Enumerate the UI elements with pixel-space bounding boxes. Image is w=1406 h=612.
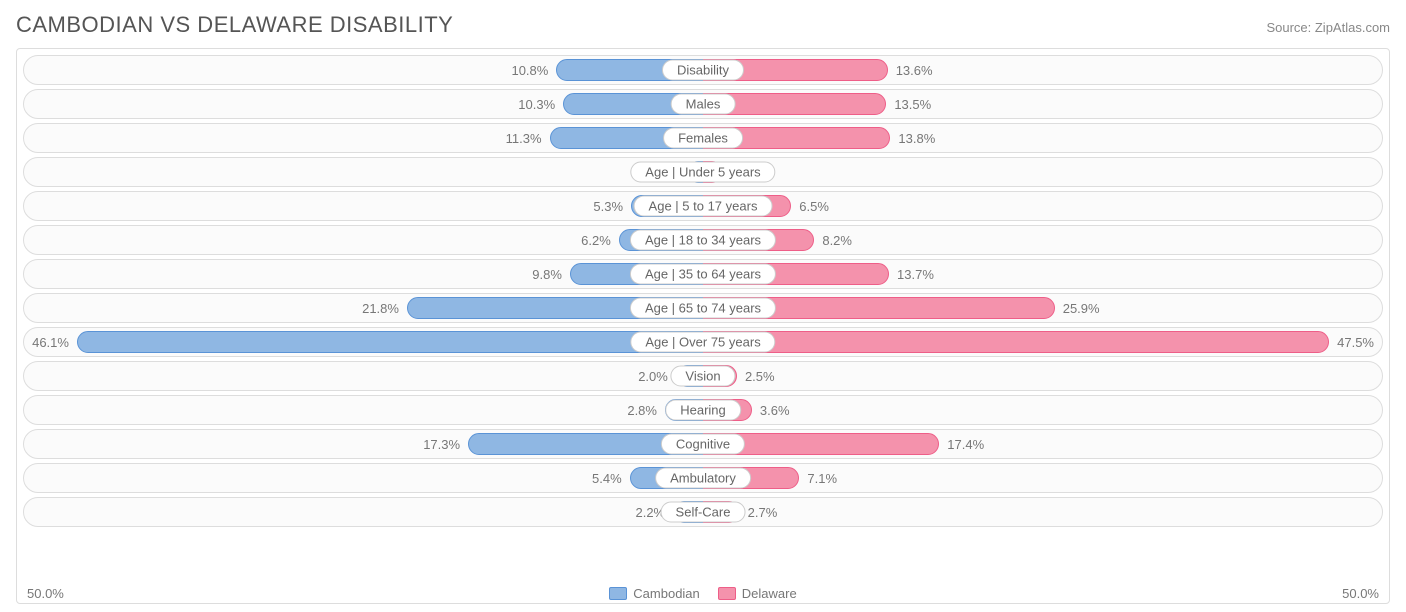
category-label: Age | 18 to 34 years bbox=[630, 230, 776, 251]
chart-footer: 50.0% Cambodian Delaware 50.0% bbox=[23, 582, 1383, 601]
category-label: Age | 5 to 17 years bbox=[634, 196, 773, 217]
right-value: 25.9% bbox=[1055, 301, 1108, 316]
right-bar-wrap: 2.7% bbox=[703, 501, 1382, 523]
legend-right: Delaware bbox=[718, 586, 797, 601]
category-label: Age | 35 to 64 years bbox=[630, 264, 776, 285]
right-bar bbox=[703, 331, 1329, 353]
left-value: 9.8% bbox=[524, 267, 570, 282]
left-bar-wrap: 2.2% bbox=[24, 501, 703, 523]
chart-row: 2.2% 2.7%Self-Care bbox=[23, 497, 1383, 527]
right-bar-wrap: 8.2% bbox=[703, 229, 1382, 251]
right-value: 8.2% bbox=[814, 233, 860, 248]
category-label: Males bbox=[671, 94, 736, 115]
right-bar-wrap: 25.9% bbox=[703, 297, 1382, 319]
category-label: Vision bbox=[670, 366, 735, 387]
left-bar-wrap: 21.8% bbox=[24, 297, 703, 319]
right-value: 2.7% bbox=[740, 505, 786, 520]
left-value: 46.1% bbox=[24, 335, 77, 350]
left-bar-wrap: 17.3% bbox=[24, 433, 703, 455]
chart-row: 17.3% 17.4% Cognitive bbox=[23, 429, 1383, 459]
right-bar-wrap: 17.4% bbox=[703, 433, 1382, 455]
right-bar-wrap: 47.5% bbox=[703, 331, 1382, 353]
right-bar-wrap: 2.5% bbox=[703, 365, 1382, 387]
right-bar-wrap: 13.6% bbox=[703, 59, 1382, 81]
legend-right-label: Delaware bbox=[742, 586, 797, 601]
right-value: 17.4% bbox=[939, 437, 992, 452]
chart-row: 10.8% 13.6% Disability bbox=[23, 55, 1383, 85]
right-value: 13.8% bbox=[890, 131, 943, 146]
chart-title: CAMBODIAN VS DELAWARE DISABILITY bbox=[16, 12, 453, 38]
category-label: Cognitive bbox=[661, 434, 745, 455]
axis-max-left: 50.0% bbox=[27, 586, 64, 601]
right-bar-wrap: 6.5% bbox=[703, 195, 1382, 217]
chart-row: 9.8% 13.7% Age | 35 to 64 years bbox=[23, 259, 1383, 289]
legend: Cambodian Delaware bbox=[64, 586, 1342, 601]
header: CAMBODIAN VS DELAWARE DISABILITY Source:… bbox=[16, 12, 1390, 38]
chart-row: 46.1% 47.5% Age | Over 75 years bbox=[23, 327, 1383, 357]
category-label: Ambulatory bbox=[655, 468, 751, 489]
right-value: 13.7% bbox=[889, 267, 942, 282]
right-bar-wrap: 13.5% bbox=[703, 93, 1382, 115]
left-value: 5.3% bbox=[585, 199, 631, 214]
left-bar-wrap: 10.3% bbox=[24, 93, 703, 115]
right-value: 3.6% bbox=[752, 403, 798, 418]
right-bar-wrap: 1.5% bbox=[703, 161, 1382, 183]
left-bar-wrap: 46.1% bbox=[24, 331, 703, 353]
butterfly-chart: 10.8% 13.6% Disability 10.3% 13.5% Males 11.3%… bbox=[16, 48, 1390, 604]
left-bar-wrap: 10.8% bbox=[24, 59, 703, 81]
left-value: 17.3% bbox=[415, 437, 468, 452]
left-bar-wrap: 2.8% bbox=[24, 399, 703, 421]
left-value: 10.3% bbox=[510, 97, 563, 112]
chart-row: 6.2% 8.2% Age | 18 to 34 years bbox=[23, 225, 1383, 255]
left-bar bbox=[77, 331, 703, 353]
left-bar-wrap: 5.3% bbox=[24, 195, 703, 217]
right-value: 2.5% bbox=[737, 369, 783, 384]
chart-row: 11.3% 13.8% Females bbox=[23, 123, 1383, 153]
left-bar-wrap: 6.2% bbox=[24, 229, 703, 251]
right-value: 6.5% bbox=[791, 199, 837, 214]
axis-max-right: 50.0% bbox=[1342, 586, 1379, 601]
category-label: Age | 65 to 74 years bbox=[630, 298, 776, 319]
left-bar-wrap: 2.0% bbox=[24, 365, 703, 387]
category-label: Females bbox=[663, 128, 743, 149]
left-value: 5.4% bbox=[584, 471, 630, 486]
left-bar-wrap: 11.3% bbox=[24, 127, 703, 149]
left-value: 10.8% bbox=[503, 63, 556, 78]
legend-right-swatch bbox=[718, 587, 736, 600]
left-bar-wrap: 5.4% bbox=[24, 467, 703, 489]
left-value: 2.8% bbox=[619, 403, 665, 418]
legend-left-label: Cambodian bbox=[633, 586, 700, 601]
right-value: 13.6% bbox=[888, 63, 941, 78]
source-label: Source: ZipAtlas.com bbox=[1266, 20, 1390, 35]
right-value: 47.5% bbox=[1329, 335, 1382, 350]
legend-left-swatch bbox=[609, 587, 627, 600]
legend-left: Cambodian bbox=[609, 586, 700, 601]
left-value: 6.2% bbox=[573, 233, 619, 248]
category-label: Age | Under 5 years bbox=[630, 162, 775, 183]
category-label: Disability bbox=[662, 60, 744, 81]
left-value: 21.8% bbox=[354, 301, 407, 316]
chart-row: 5.4% 7.1% Ambulatory bbox=[23, 463, 1383, 493]
left-value: 11.3% bbox=[498, 131, 550, 146]
category-label: Self-Care bbox=[661, 502, 746, 523]
chart-row: 1.2%1.5%Age | Under 5 years bbox=[23, 157, 1383, 187]
chart-row: 10.3% 13.5% Males bbox=[23, 89, 1383, 119]
left-value: 2.0% bbox=[630, 369, 676, 384]
chart-row: 2.0% 2.5%Vision bbox=[23, 361, 1383, 391]
chart-row: 5.3% 6.5% Age | 5 to 17 years bbox=[23, 191, 1383, 221]
right-bar-wrap: 13.7% bbox=[703, 263, 1382, 285]
category-label: Hearing bbox=[665, 400, 741, 421]
chart-row: 21.8% 25.9% Age | 65 to 74 years bbox=[23, 293, 1383, 323]
right-value: 7.1% bbox=[799, 471, 845, 486]
chart-rows: 10.8% 13.6% Disability 10.3% 13.5% Males 11.3%… bbox=[23, 55, 1383, 582]
left-bar-wrap: 1.2% bbox=[24, 161, 703, 183]
category-label: Age | Over 75 years bbox=[630, 332, 775, 353]
right-bar-wrap: 7.1% bbox=[703, 467, 1382, 489]
right-bar-wrap: 3.6% bbox=[703, 399, 1382, 421]
right-value: 13.5% bbox=[886, 97, 939, 112]
chart-row: 2.8% 3.6% Hearing bbox=[23, 395, 1383, 425]
left-bar-wrap: 9.8% bbox=[24, 263, 703, 285]
right-bar-wrap: 13.8% bbox=[703, 127, 1382, 149]
